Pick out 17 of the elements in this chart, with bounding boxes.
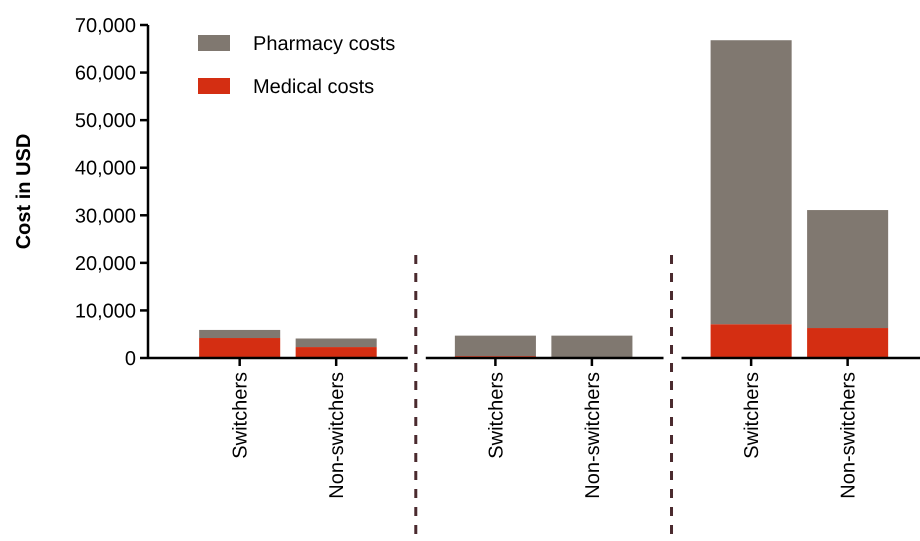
y-axis-title: Cost in USD [13, 134, 35, 250]
x-tick-label: Non-switchers [838, 372, 860, 499]
x-tick-label: Non-switchers [582, 372, 604, 499]
y-tick-label: 20,000 [74, 252, 136, 275]
x-tick-label: Non-switchers [326, 372, 348, 499]
y-tick-label: 30,000 [74, 205, 136, 228]
y-tick-label: 10,000 [74, 300, 136, 322]
x-tick-label: Switchers [741, 372, 764, 459]
x-tick-label: Switchers [485, 372, 508, 459]
legend-label: Medical costs [253, 76, 374, 98]
y-tick-label: 40,000 [74, 158, 136, 180]
y-tick-label: 70,000 [74, 15, 136, 37]
y-tick-label: 0 [124, 348, 136, 370]
legend-label: Pharmacy costs [253, 33, 396, 55]
y-tick-label: 60,000 [74, 62, 136, 85]
x-tick-label: Switchers [230, 372, 252, 459]
y-tick-label: 50,000 [74, 110, 136, 132]
